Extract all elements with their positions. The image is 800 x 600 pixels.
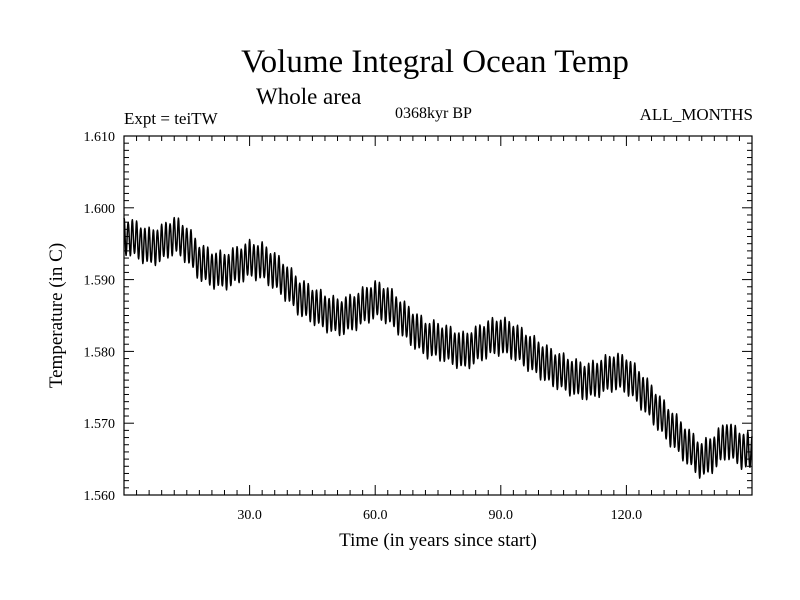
x-axis-label: Time (in years since start) xyxy=(339,530,537,551)
y-tick-label: 1.600 xyxy=(84,202,116,217)
series-line-ocean-temp xyxy=(123,216,753,479)
y-axis-label: Temperature (in C) xyxy=(46,243,67,388)
x-tick-label: 30.0 xyxy=(237,508,262,523)
experiment-label: Expt = teiTW xyxy=(124,109,218,128)
x-tick-label: 90.0 xyxy=(489,508,514,523)
axis-tick-labels: 30.0 60.0 90.0 120.0 1.560 1.570 1.580 1.590 1.6… xyxy=(84,130,643,523)
plot-frame xyxy=(123,135,753,496)
months-label: ALL_MONTHS xyxy=(639,105,753,124)
x-tick-label: 60.0 xyxy=(363,508,388,523)
y-tick-label: 1.570 xyxy=(84,417,116,432)
y-tick-label: 1.590 xyxy=(84,274,116,289)
y-tick-label: 1.580 xyxy=(84,345,116,360)
y-tick-label: 1.610 xyxy=(84,130,116,145)
x-tick-label: 120.0 xyxy=(611,508,643,523)
period-label: 0368kyr BP xyxy=(395,105,472,122)
chart-subtitle: Whole area xyxy=(256,84,362,109)
y-tick-label: 1.560 xyxy=(84,489,116,504)
axis-ticks xyxy=(124,136,752,495)
chart-title: Volume Integral Ocean Temp xyxy=(241,44,629,80)
